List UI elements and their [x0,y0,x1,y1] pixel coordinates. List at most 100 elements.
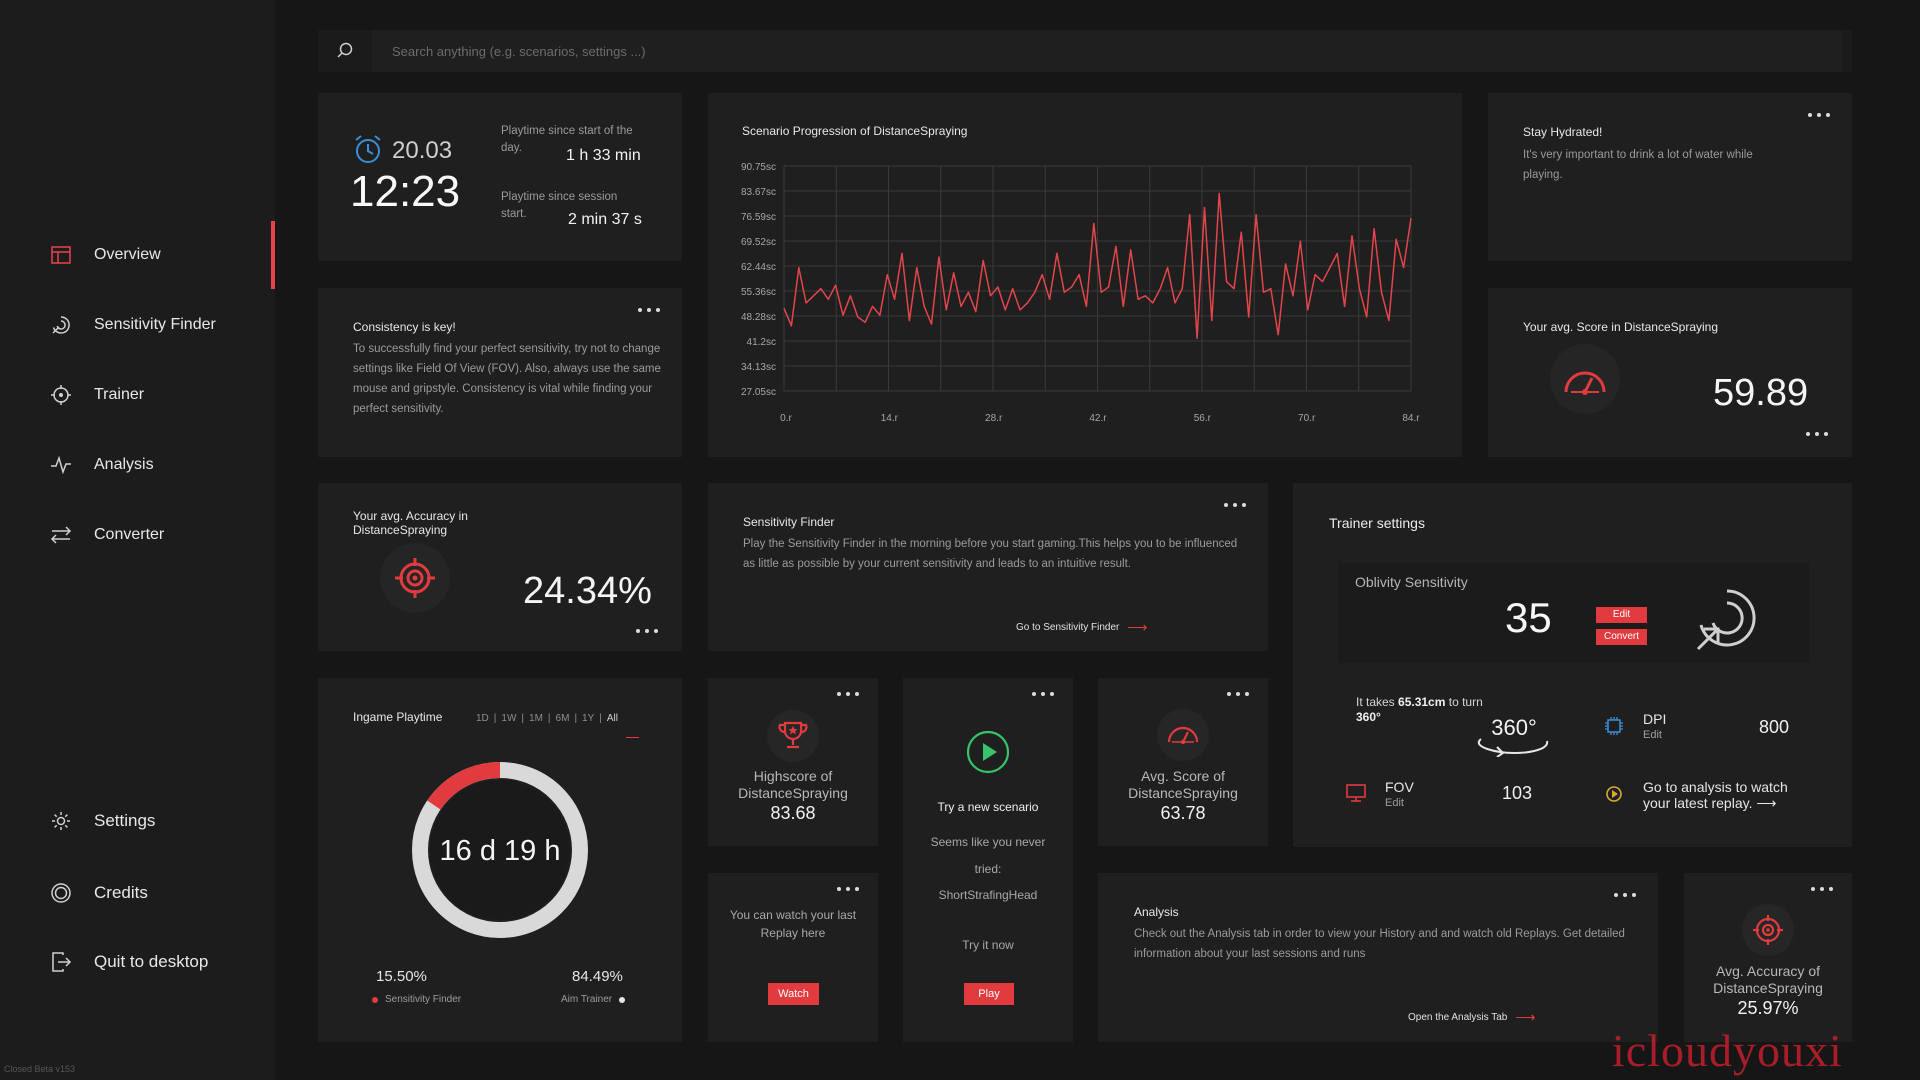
version-label: Closed Beta v153 [4,1064,76,1074]
range-separator: | [521,713,525,724]
sensitivity-panel: Oblivity Sensitivity 35 Edit Convert [1338,563,1809,663]
more-options-button[interactable] [837,887,859,891]
play-circle-icon [966,730,1010,779]
replay-icon [1603,783,1625,810]
more-options-button[interactable] [1811,887,1833,891]
y-tick-label: 34.13sc [741,362,776,373]
turn-distance-text: It takes 65.31cm to turn 360° [1356,695,1486,725]
x-tick-label: 70.r [1298,413,1316,424]
donut-hole [430,780,570,920]
x-tick-label: 28.r [985,413,1003,424]
range-tabs: 1D | 1W | 1M | 6M | 1Y | All [476,713,618,724]
more-options-button[interactable] [1806,432,1828,436]
credits-icon [50,882,72,904]
avg-score-small-card: Avg. Score of DistanceSpraying 63.78 [1098,678,1268,846]
playtime-title: Ingame Playtime [353,710,443,724]
gear-icon [50,810,72,832]
turn-middle: to turn [1448,695,1483,709]
fov-edit-link[interactable]: Edit [1385,797,1404,809]
go-to-sensitivity-finder-link[interactable]: Go to Sensitivity Finder ⟶ [1016,619,1147,636]
trainer-settings-title: Trainer settings [1329,515,1425,531]
avg-accuracy-label: Your avg. Accuracy in DistanceSpraying [353,509,468,537]
speedometer-icon [1156,708,1210,767]
nav-sensitivity-finder[interactable]: Sensitivity Finder [50,314,216,336]
avg-score-small-label: Avg. Score of DistanceSpraying [1128,768,1238,801]
range-tab-1m[interactable]: 1M [529,713,543,724]
turn-degrees-value: 360° [1356,710,1381,724]
arrow-right-icon: ⟶ [1515,1009,1536,1025]
range-tab-6m[interactable]: 6M [555,713,570,724]
try-it-now-label: Try it now [962,938,1014,952]
open-analysis-tab-link[interactable]: Open the Analysis Tab ⟶ [1408,1009,1535,1026]
y-tick-label: 48.28sc [741,312,776,323]
nav-quit[interactable]: Quit to desktop [50,951,208,973]
watch-button[interactable]: Watch [768,983,819,1005]
search-icon[interactable] [335,41,355,61]
time-label: 12:23 [350,167,461,216]
y-tick-label: 62.44sc [741,262,776,273]
sensitivity-label: Oblivity Sensitivity [1355,574,1468,590]
nav-trainer[interactable]: Trainer [50,384,144,406]
go-to-replay-link[interactable]: Go to analysis to watch your latest repl… [1643,779,1813,811]
range-tab-all[interactable]: All [606,713,619,724]
legend-sensitivity-finder: Sensitivity Finder [372,994,461,1005]
dpi-value: 800 [1759,717,1790,737]
turn-distance-value: 65.31cm [1398,695,1446,709]
highscore-card: Highscore of DistanceSpraying 83.68 [708,678,878,846]
more-options-button[interactable] [636,629,658,633]
nav-analysis[interactable]: Analysis [50,454,154,476]
nav-converter-label: Converter [94,526,165,543]
rotation-360-label: 360° [1491,715,1537,740]
y-tick-label: 41.2sc [747,337,776,348]
more-options-button[interactable] [837,692,859,696]
nav-converter[interactable]: Converter [50,524,164,546]
legend-sensitivity-finder-label: Sensitivity Finder [385,994,462,1005]
hydration-text: It's very important to drink a lot of wa… [1523,149,1753,181]
session-playtime-label: Playtime since session start. [501,191,618,220]
edit-sensitivity-button[interactable]: Edit [1596,607,1647,623]
nav-credits[interactable]: Credits [50,882,148,904]
playtime-donut-chart [412,762,588,938]
convert-sensitivity-button[interactable]: Convert [1596,629,1647,645]
y-tick-label: 55.36sc [741,287,776,298]
more-options-button[interactable] [1808,113,1830,117]
sensitivity-finder-text: Play the Sensitivity Finder in the morni… [743,538,1238,570]
more-options-button[interactable] [1224,503,1246,507]
range-tab-1w[interactable]: 1W [501,713,517,724]
nav-overview-label: Overview [94,246,161,263]
arrow-right-icon: ⟶ [1756,795,1777,811]
avg-accuracy-small-card: Avg. Accuracy of DistanceSpraying 25.97% [1684,873,1852,1042]
progression-chart: 90.75sc 83.67sc 76.59sc 69.52sc 62.44sc 55.36… [741,162,1420,424]
range-separator: | [599,713,602,724]
consistency-title: Consistency is key! [353,320,456,334]
hydration-title: Stay Hydrated! [1523,125,1603,139]
search-input[interactable] [372,30,1842,72]
nav-credits-label: Credits [94,883,148,902]
nav-analysis-label: Analysis [94,456,154,473]
play-button[interactable]: Play [964,983,1014,1005]
sensitivity-finder-icon [50,314,72,336]
new-scenario-card: Try a new scenario Seems like you never … [903,678,1073,1042]
crosshair-icon [50,384,72,406]
x-tick-label: 56.r [1194,413,1212,424]
search-bar [318,30,1852,72]
sensitivity-finder-title: Sensitivity Finder [743,515,835,529]
dpi-edit-link[interactable]: Edit [1643,729,1662,741]
range-tab-1y[interactable]: 1Y [582,713,595,724]
aim-trainer-percent: 84.49% [572,968,623,985]
more-options-button[interactable] [1614,893,1636,897]
nav-settings[interactable]: Settings [50,810,155,832]
more-options-button[interactable] [1227,692,1249,696]
range-separator: | [547,713,551,724]
open-analysis-tab-label: Open the Analysis Tab [1408,1012,1508,1023]
more-options-button[interactable] [638,308,660,312]
legend-dot-red [372,996,378,1003]
consistency-card: Consistency is key! To successfully find… [318,288,682,457]
new-scenario-title: Try a new scenario [937,800,1039,814]
range-tab-1d[interactable]: 1D [476,713,489,724]
more-options-button[interactable] [1032,692,1054,696]
nav-overview[interactable]: Overview [50,244,161,266]
chart-title: Scenario Progression of DistanceSpraying [742,124,968,138]
rotation-icon [1473,727,1555,762]
converter-icon [50,524,72,546]
